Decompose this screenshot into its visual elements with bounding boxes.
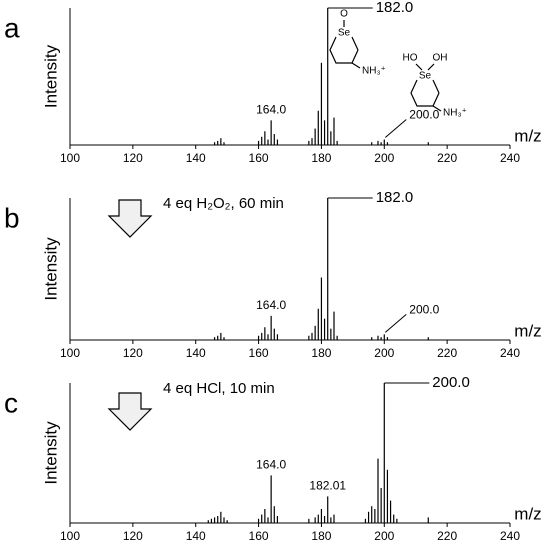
- x-tick-label: 180: [311, 151, 331, 165]
- x-axis-title: m/z: [514, 504, 541, 523]
- x-tick-label: 240: [500, 151, 520, 165]
- panel-label: c: [4, 387, 18, 418]
- structure-hydrate: HO OH Se NH₃⁺: [403, 53, 467, 119]
- x-tick-label: 140: [186, 346, 206, 360]
- atom-label: Se: [338, 28, 351, 39]
- x-tick-label: 240: [500, 529, 520, 543]
- annotation-leader: [384, 119, 407, 138]
- panel-label: b: [4, 202, 20, 233]
- x-tick-label: 140: [186, 151, 206, 165]
- bond: [432, 105, 442, 112]
- atom-label: OH: [433, 53, 448, 64]
- peak-annotation: 200.0: [409, 108, 439, 122]
- peak-annotation: 182.01: [309, 479, 346, 493]
- peak-annotation: 164.0: [256, 298, 286, 312]
- x-tick-label: 120: [123, 151, 143, 165]
- x-axis-title: m/z: [514, 321, 541, 340]
- x-tick-label: 220: [437, 529, 457, 543]
- atom-label: NH₃⁺: [443, 108, 467, 119]
- ring: [329, 36, 359, 64]
- peak-annotation: 164.0: [256, 458, 286, 472]
- x-tick-label: 200: [374, 151, 394, 165]
- peak-annotation: 200.0: [432, 374, 470, 391]
- bond: [351, 36, 359, 51]
- x-tick-label: 160: [249, 529, 269, 543]
- x-tick-label: 200: [374, 529, 394, 543]
- atom-label: O: [340, 9, 348, 20]
- y-axis-title: Intensity: [41, 44, 60, 108]
- atom-label: Se: [419, 71, 432, 82]
- x-tick-label: 220: [437, 151, 457, 165]
- x-tick-label: 200: [374, 346, 394, 360]
- bond: [415, 63, 423, 71]
- condition-note: 4 eq HCl, 10 min: [163, 380, 275, 397]
- y-axis-title: Intensity: [41, 237, 60, 301]
- x-tick-label: 240: [500, 346, 520, 360]
- x-tick-label: 180: [311, 529, 331, 543]
- structure-sulfoxide: O Se NH₃⁺: [329, 9, 386, 77]
- bond: [351, 62, 361, 69]
- peak-annotation: 164.0: [256, 103, 286, 117]
- condition-note: 4 eq H₂O₂, 60 min: [163, 195, 284, 212]
- y-axis-title: Intensity: [41, 421, 60, 485]
- atom-label: NH₃⁺: [362, 66, 386, 77]
- x-tick-label: 180: [311, 346, 331, 360]
- x-tick-label: 160: [249, 151, 269, 165]
- panel-label: a: [4, 12, 20, 43]
- peak-annotation: 200.0: [409, 302, 439, 316]
- x-tick-label: 140: [186, 529, 206, 543]
- ring: [410, 79, 440, 107]
- atom-label: HO: [403, 53, 418, 64]
- arrow: [107, 199, 153, 238]
- x-tick-label: 220: [437, 346, 457, 360]
- annotation-leader: [384, 313, 407, 333]
- x-axis-title: m/z: [514, 126, 541, 145]
- x-tick-label: 120: [123, 346, 143, 360]
- bond: [432, 79, 440, 94]
- bond: [427, 63, 435, 71]
- peak-annotation: 182.0: [376, 0, 414, 16]
- x-tick-label: 160: [249, 346, 269, 360]
- x-tick-label: 100: [60, 151, 80, 165]
- arrow: [107, 392, 153, 431]
- x-tick-label: 100: [60, 529, 80, 543]
- x-tick-label: 120: [123, 529, 143, 543]
- peak-annotation: 182.0: [376, 189, 414, 206]
- x-tick-label: 100: [60, 346, 80, 360]
